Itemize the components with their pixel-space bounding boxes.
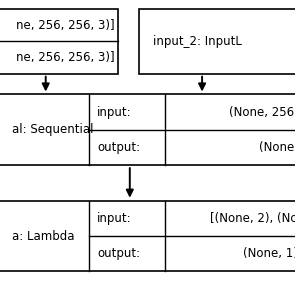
Text: (None, 1): (None, 1) bbox=[243, 247, 295, 260]
Text: input_2: InputL: input_2: InputL bbox=[153, 35, 242, 48]
Text: (None, 256,: (None, 256, bbox=[229, 106, 295, 119]
Text: (None,: (None, bbox=[259, 141, 295, 154]
Bar bbox=[139, 9, 295, 74]
Bar bbox=[0, 201, 295, 271]
Text: [(None, 2), (No: [(None, 2), (No bbox=[210, 212, 295, 225]
Text: output:: output: bbox=[97, 141, 140, 154]
Text: input:: input: bbox=[97, 212, 132, 225]
Bar bbox=[0, 94, 295, 165]
Text: input:: input: bbox=[97, 106, 132, 119]
Text: ne, 256, 256, 3)]: ne, 256, 256, 3)] bbox=[17, 51, 115, 64]
Text: a: Lambda: a: Lambda bbox=[12, 230, 74, 242]
Text: output:: output: bbox=[97, 247, 140, 260]
Text: al: Sequential: al: Sequential bbox=[12, 123, 93, 136]
Text: ne, 256, 256, 3)]: ne, 256, 256, 3)] bbox=[17, 19, 115, 32]
Bar bbox=[0, 9, 118, 74]
